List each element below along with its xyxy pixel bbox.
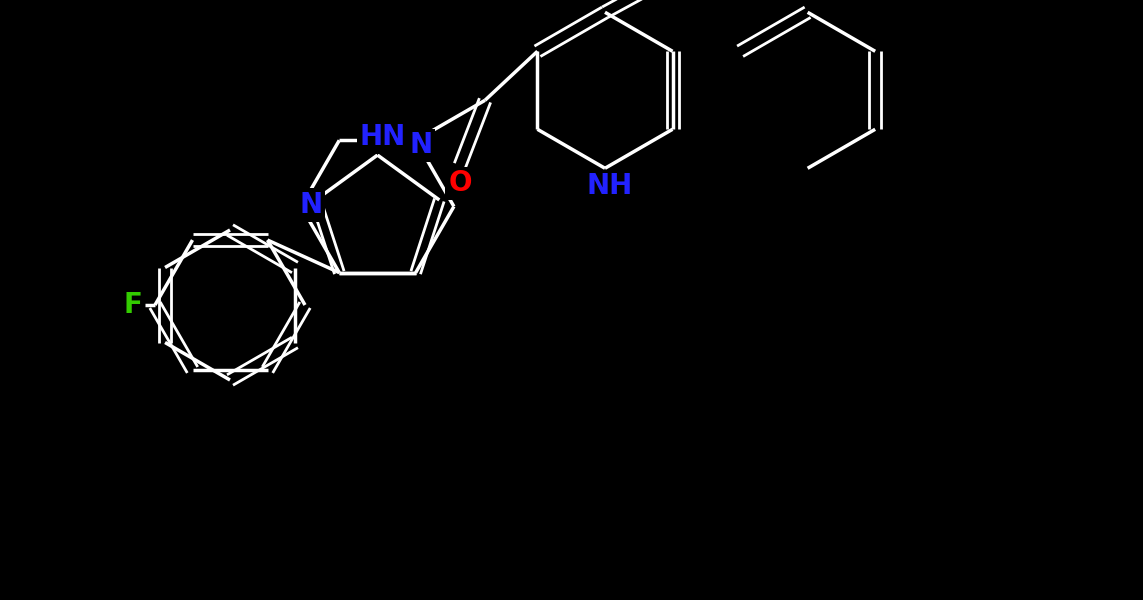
Text: HN: HN: [359, 123, 406, 151]
Text: N: N: [409, 131, 432, 159]
Text: O: O: [448, 169, 472, 197]
Text: F: F: [123, 291, 143, 319]
Text: NH: NH: [586, 172, 633, 200]
Text: N: N: [299, 191, 322, 219]
